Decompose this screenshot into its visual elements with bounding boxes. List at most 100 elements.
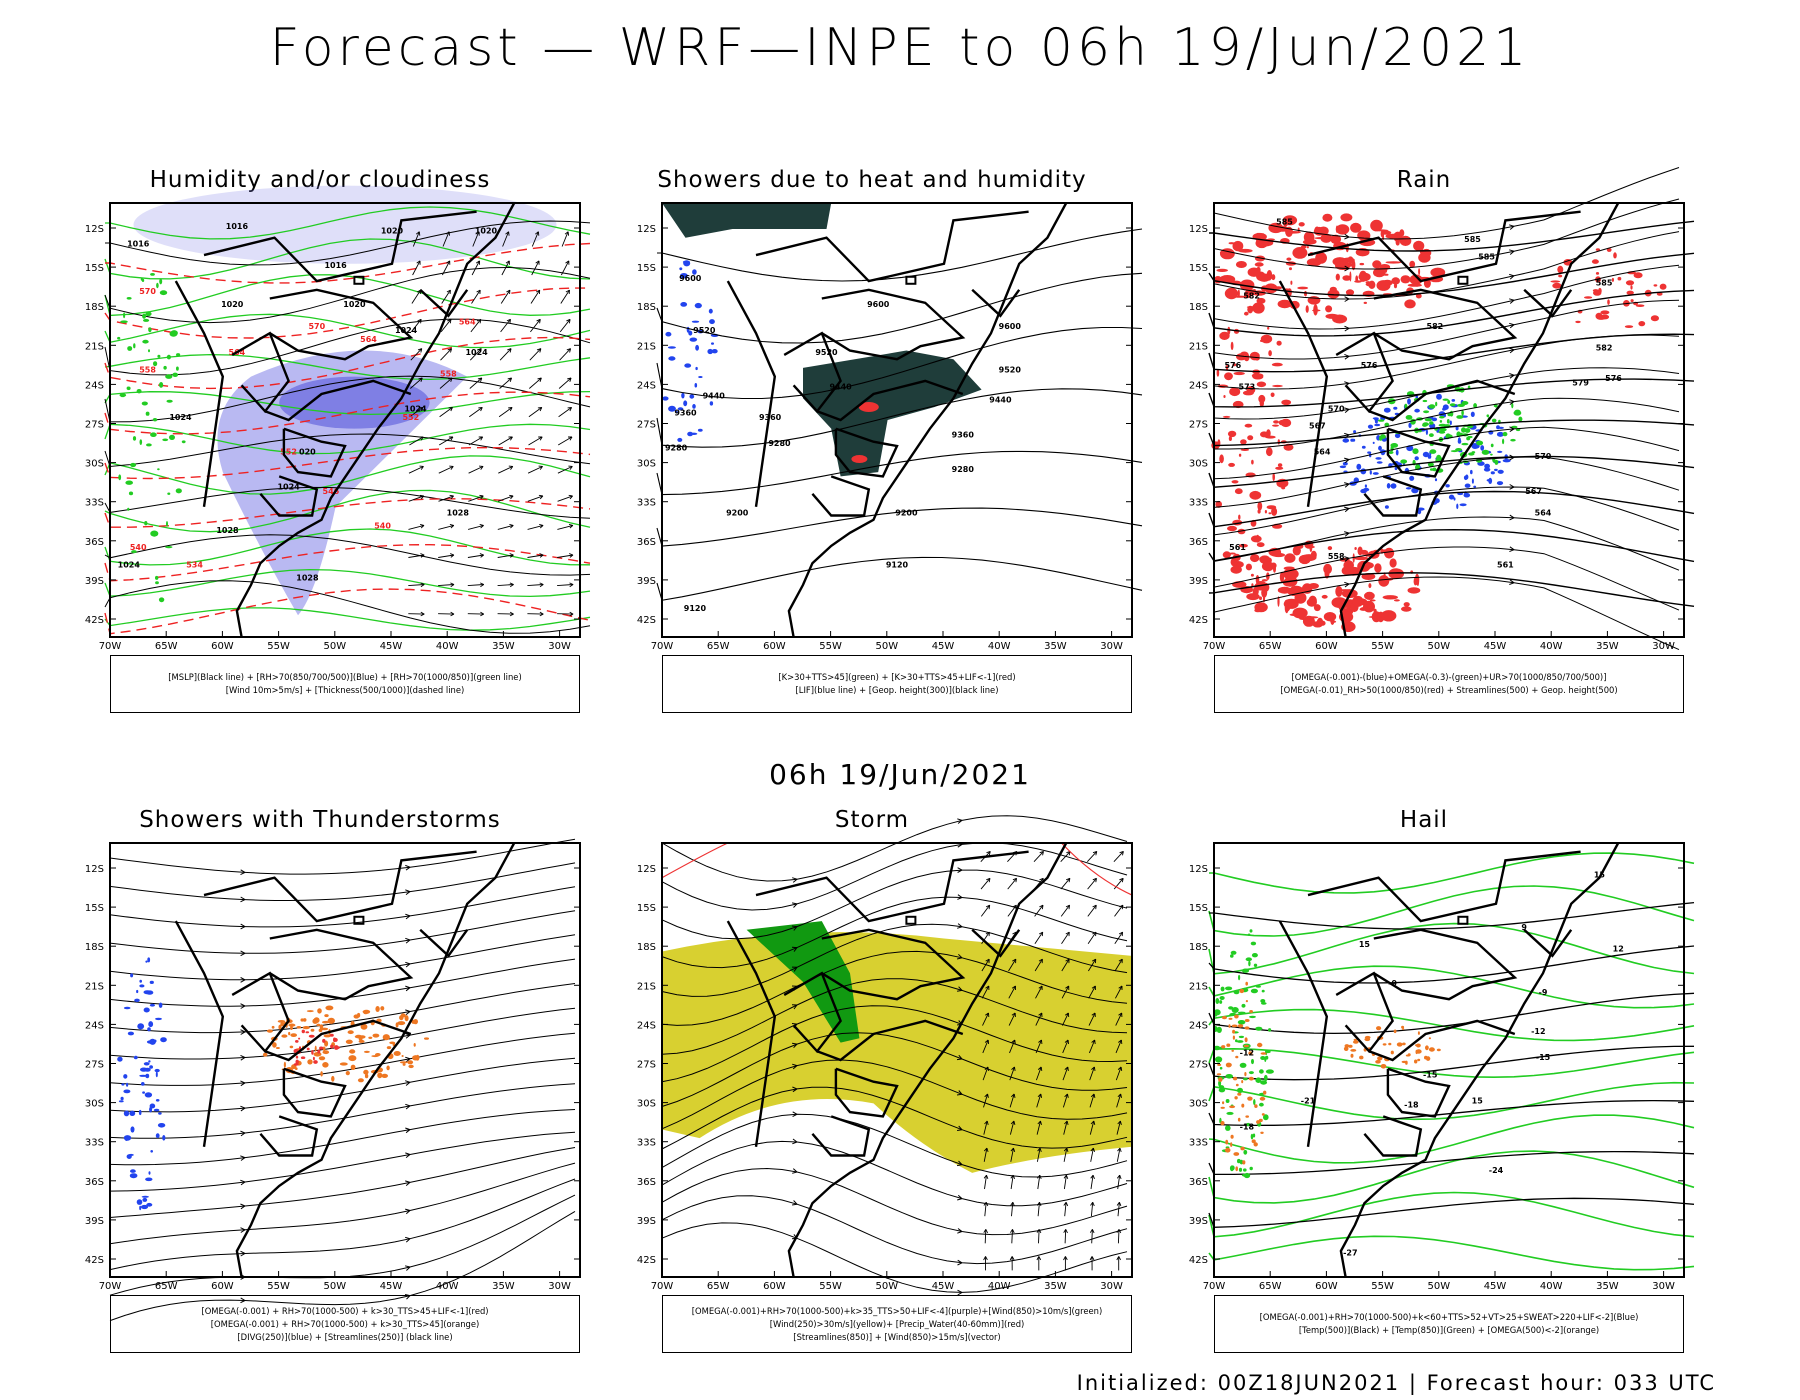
- lat-label: 24S: [1189, 380, 1208, 391]
- field-patch: [1306, 258, 1322, 267]
- contour-line: [1208, 1150, 1695, 1176]
- field-patch: [1635, 304, 1645, 307]
- field-patch: [330, 1044, 334, 1049]
- contour-line: [1208, 333, 1695, 373]
- contour-labels: 9600960096009520952095209440944094409360…: [665, 274, 1021, 613]
- streamline-arrow: [240, 1179, 246, 1186]
- field-patch: [389, 1041, 396, 1045]
- field-patch: [123, 1074, 128, 1079]
- contour-label: 1024: [404, 404, 427, 413]
- field-patch: [149, 1003, 155, 1007]
- field-patch: [1229, 387, 1241, 397]
- field-patch: [1490, 471, 1495, 475]
- field-patch: [296, 1026, 302, 1029]
- wind-vector: [981, 931, 990, 944]
- field-patch: [1261, 989, 1265, 993]
- country-border: [971, 288, 1021, 318]
- arrow-head: [448, 406, 453, 412]
- field-patch: [1219, 275, 1236, 284]
- contour-label: 570: [1535, 452, 1552, 461]
- field-patch: [1339, 465, 1347, 469]
- arrow-head: [1065, 985, 1070, 991]
- country-border: [269, 288, 414, 361]
- lat-label: 36S: [85, 1177, 104, 1188]
- lon-label: 60W: [211, 641, 234, 652]
- streamline-arrow: [240, 1250, 246, 1257]
- field-patch: [407, 1060, 414, 1065]
- contour-label: 582: [1427, 322, 1444, 331]
- lon-label: 50W: [323, 641, 346, 652]
- streamline-arrow: [792, 1086, 798, 1093]
- field-patch: [1369, 470, 1372, 475]
- wind-vector: [412, 260, 421, 276]
- field-patch: [1550, 280, 1561, 283]
- wind-vector: [438, 584, 455, 587]
- streamline-arrow: [1509, 514, 1515, 521]
- wind-vector: [1114, 958, 1123, 972]
- arrow-head: [1063, 1256, 1068, 1261]
- field-patch: [1552, 282, 1562, 289]
- field-patch: [159, 382, 164, 388]
- wind-vector: [557, 584, 574, 587]
- field-patch: [1247, 435, 1254, 441]
- field-patch: [402, 1063, 406, 1066]
- field-patch: [1275, 466, 1284, 470]
- lon-label: 65W: [1259, 1281, 1282, 1292]
- arrow-head: [569, 553, 574, 558]
- contour-line: [1208, 1235, 1695, 1271]
- field-patch: [1340, 213, 1353, 222]
- field-patch: [288, 1031, 291, 1036]
- field-patch: [121, 1083, 125, 1086]
- contour-line: [104, 423, 591, 455]
- arrow-head: [1118, 931, 1124, 937]
- field-patch: [1228, 242, 1235, 245]
- field-patch: [1222, 551, 1231, 559]
- field-patch: [1502, 438, 1505, 445]
- field-patch: [688, 330, 693, 336]
- k-tts-lif-red: [293, 1029, 340, 1066]
- arrow-head: [567, 406, 573, 412]
- streamline: [661, 815, 1128, 882]
- streamline-arrow: [240, 1105, 246, 1112]
- field-patch: [1298, 554, 1311, 565]
- field-patch: [1409, 274, 1423, 285]
- field-patch: [1231, 1024, 1238, 1028]
- arrow-head: [507, 377, 513, 382]
- field-patch: [1271, 274, 1276, 281]
- field-patch: [141, 401, 148, 406]
- arrow-head: [539, 553, 544, 558]
- wind-vector: [527, 524, 544, 530]
- arrow-head: [569, 582, 574, 588]
- field-patch: [148, 1021, 154, 1028]
- field-patch: [1324, 567, 1330, 579]
- streamline: [109, 1057, 576, 1113]
- lon-label: 35W: [492, 641, 515, 652]
- lon-label: 40W: [1540, 641, 1563, 652]
- legend-line: [Streamlines(850)] + [Wind(850)>15m/s](v…: [793, 1331, 1001, 1342]
- streamline: [661, 950, 1128, 1026]
- wind-vector: [559, 348, 571, 361]
- lat-label: 12S: [85, 864, 104, 875]
- arrow-head: [1012, 877, 1018, 883]
- arrow-head: [508, 406, 513, 412]
- field-patch: [1401, 606, 1412, 612]
- field-patch: [691, 320, 700, 323]
- field-patch: [1496, 431, 1504, 437]
- arrow-head: [984, 1093, 989, 1098]
- field-patch: [1226, 1111, 1234, 1115]
- field-patch: [1239, 279, 1255, 291]
- field-patch: [1650, 315, 1659, 322]
- arrow-head: [476, 289, 481, 295]
- field-patch: [1251, 953, 1258, 958]
- streamline-arrow: [240, 1155, 246, 1161]
- field-patch: [136, 389, 142, 394]
- field-patch: [1607, 299, 1610, 305]
- coastline-borders: [1278, 842, 1620, 1278]
- arrow-head: [449, 494, 454, 500]
- field-patch: [1417, 1058, 1421, 1062]
- arrow-head: [417, 348, 423, 353]
- field-patch: [155, 1133, 160, 1139]
- lat-label: 12S: [1189, 864, 1208, 875]
- arrow-head: [1012, 958, 1017, 964]
